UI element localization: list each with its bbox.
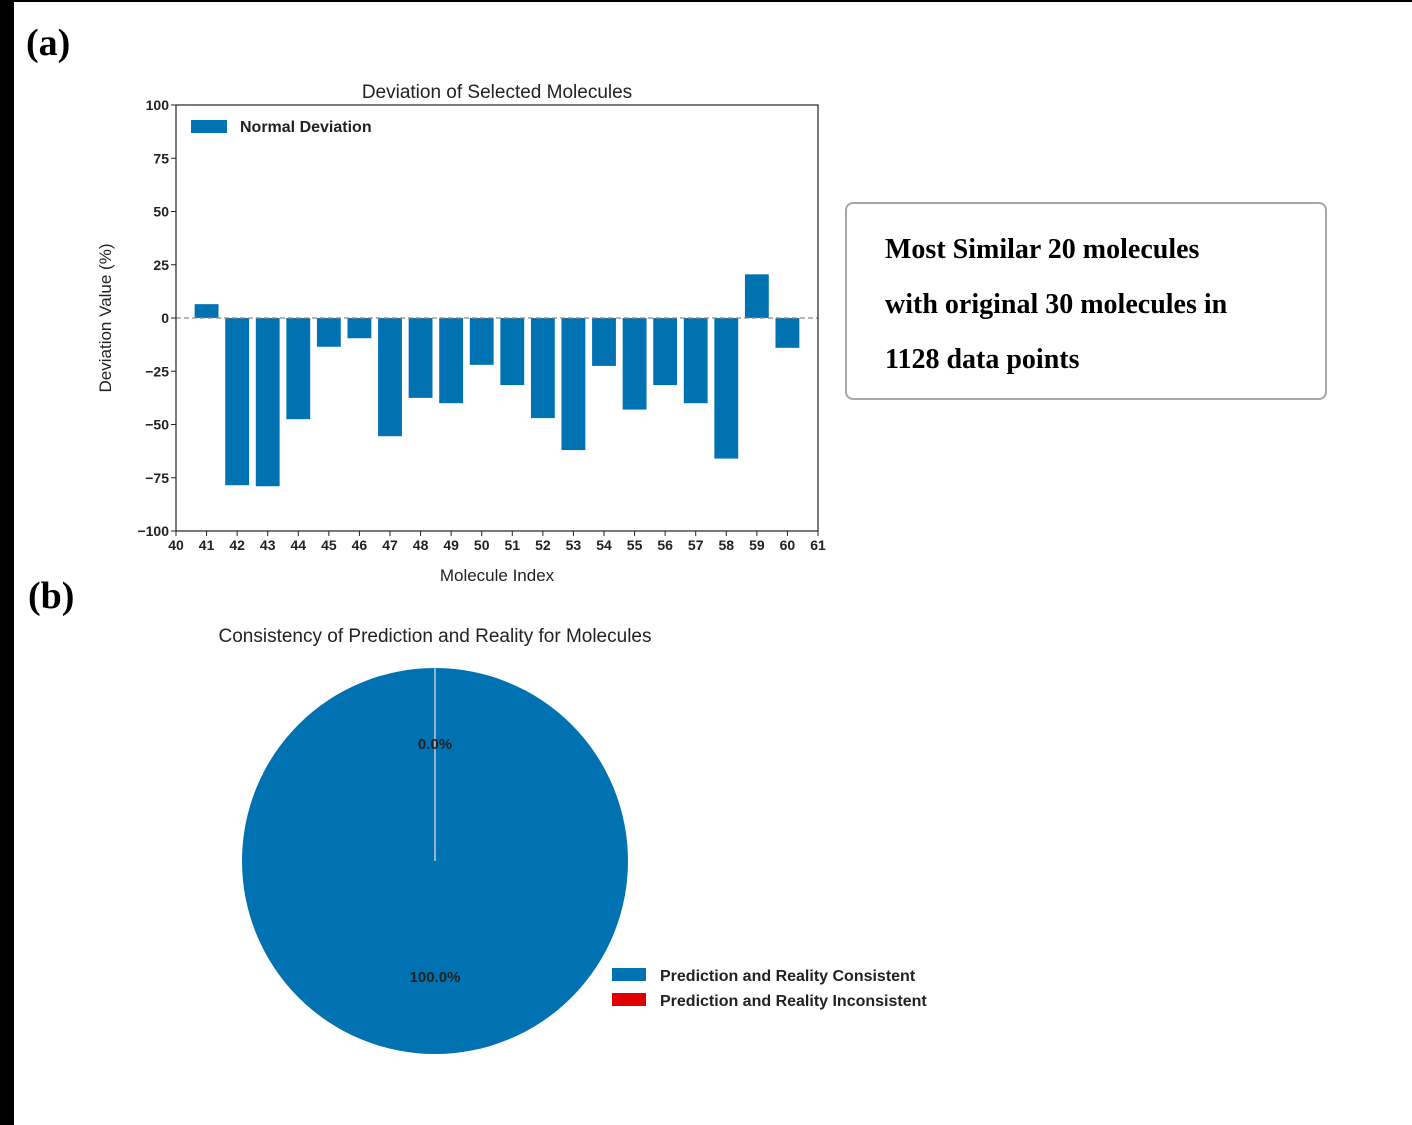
- y-axis-label: Deviation Value (%): [96, 244, 115, 393]
- legend-swatch: [612, 968, 646, 981]
- note-box: Most Similar 20 molecules with original …: [845, 202, 1327, 400]
- bar-58: [714, 318, 739, 459]
- x-tick-label: 58: [718, 537, 734, 553]
- bar-51: [500, 318, 525, 386]
- legend-swatch: [191, 120, 227, 133]
- legend-label: Normal Deviation: [240, 119, 372, 136]
- bar-47: [378, 318, 402, 437]
- bar-59: [744, 274, 769, 318]
- x-tick-label: 45: [321, 537, 337, 553]
- y-tick-label: 25: [153, 257, 169, 273]
- bar-49: [439, 318, 464, 404]
- chart-title: Consistency of Prediction and Reality fo…: [219, 626, 652, 647]
- bar-42: [225, 318, 250, 486]
- legend-label: Prediction and Reality Inconsistent: [660, 993, 927, 1010]
- x-tick-label: 46: [352, 537, 368, 553]
- bar-53: [561, 318, 586, 451]
- note-line: Most Similar 20 molecules: [885, 234, 1200, 265]
- panel-b-label: (b): [28, 575, 75, 617]
- bar-52: [530, 318, 555, 419]
- pie-pct-label: 0.0%: [418, 736, 452, 753]
- frame-top-border: [0, 0, 1412, 2]
- y-tick-label: −25: [145, 363, 169, 379]
- panel-a-label: (a): [26, 22, 71, 64]
- bar-57: [683, 318, 708, 404]
- x-tick-label: 54: [596, 537, 612, 553]
- bar-46: [347, 318, 372, 339]
- x-tick-label: 56: [657, 537, 673, 553]
- x-tick-label: 50: [474, 537, 490, 553]
- bar-55: [622, 318, 647, 410]
- x-tick-label: 48: [413, 537, 429, 553]
- x-tick-label: 61: [810, 537, 826, 553]
- legend-swatch: [612, 993, 646, 1006]
- bar-60: [775, 318, 800, 348]
- x-tick-label: 57: [688, 537, 704, 553]
- y-tick-label: 100: [146, 97, 170, 113]
- y-tick-label: −100: [137, 523, 169, 539]
- frame-left-border: [0, 0, 14, 1125]
- y-tick-label: −50: [145, 417, 169, 433]
- bar-43: [255, 318, 280, 487]
- x-tick-label: 40: [168, 537, 184, 553]
- bar-54: [592, 318, 616, 366]
- bar-41: [194, 304, 219, 318]
- x-tick-label: 53: [566, 537, 582, 553]
- x-axis-label: Molecule Index: [440, 566, 555, 585]
- x-tick-label: 60: [780, 537, 796, 553]
- x-tick-label: 41: [199, 537, 215, 553]
- bar-50: [469, 318, 494, 365]
- legend-label: Prediction and Reality Consistent: [660, 968, 916, 985]
- note-line: with original 30 molecules in: [885, 289, 1228, 320]
- x-tick-label: 59: [749, 537, 765, 553]
- pie-pct-label: 100.0%: [410, 969, 461, 986]
- y-tick-label: 75: [153, 150, 169, 166]
- y-tick-label: 50: [153, 204, 169, 220]
- x-tick-label: 51: [504, 537, 520, 553]
- x-tick-label: 52: [535, 537, 551, 553]
- x-tick-label: 43: [260, 537, 276, 553]
- bar-45: [316, 318, 341, 347]
- bar-48: [408, 318, 433, 398]
- bar-44: [286, 318, 311, 420]
- y-tick-label: −75: [145, 470, 169, 486]
- x-tick-label: 47: [382, 537, 398, 553]
- chart-title: Deviation of Selected Molecules: [362, 82, 632, 103]
- note-line: 1128 data points: [885, 344, 1080, 375]
- x-tick-label: 42: [229, 537, 245, 553]
- x-tick-label: 55: [627, 537, 643, 553]
- y-tick-label: 0: [161, 310, 169, 326]
- pie-chart: Consistency of Prediction and Reality fo…: [219, 626, 927, 1054]
- x-tick-label: 44: [290, 537, 306, 553]
- x-tick-label: 49: [443, 537, 459, 553]
- bar-56: [653, 318, 678, 386]
